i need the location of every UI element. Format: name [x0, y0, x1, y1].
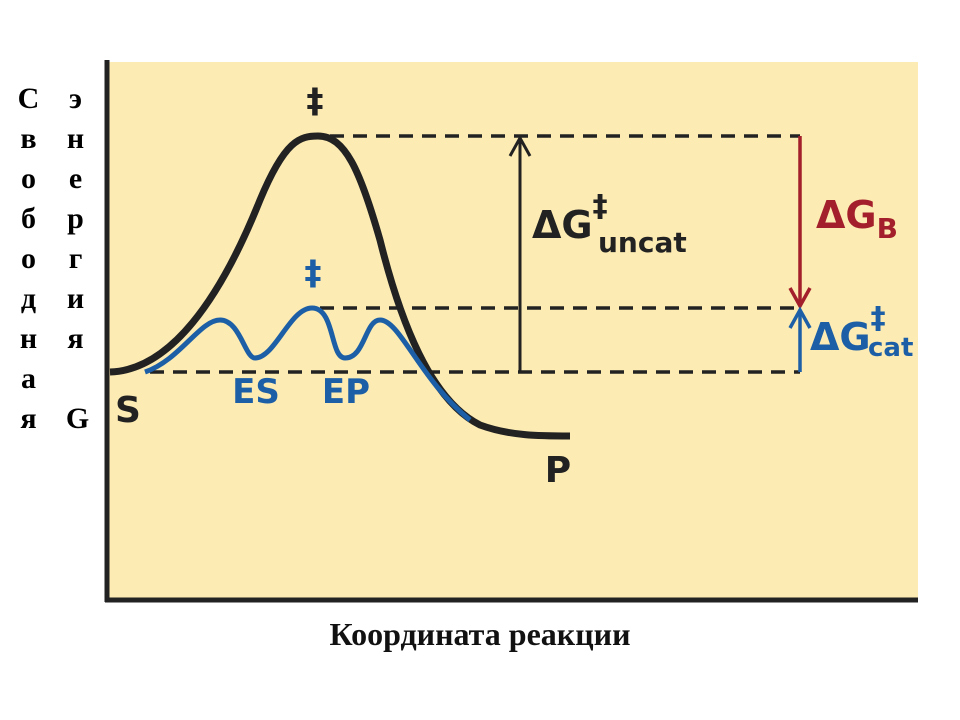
product-label: P [545, 450, 571, 491]
cat-peak-mark: ‡ [305, 253, 322, 293]
uncat-arrow [508, 134, 532, 372]
uncatalyzed-curve [109, 132, 571, 440]
dg-sub: B [877, 212, 898, 245]
catalyzed-curve [144, 305, 472, 422]
dg-sub: cat [868, 333, 913, 363]
substrate-label: S [115, 390, 141, 431]
x-axis-label: Координата реакции [329, 616, 630, 652]
b-arrow [788, 136, 812, 310]
arrow-head [788, 287, 812, 310]
dg-main: ΔG [816, 193, 877, 237]
dg-sub: uncat [598, 226, 687, 259]
y-label-column-1: Свободная [12, 82, 45, 442]
plot-background [108, 62, 918, 600]
dg-main: ΔG [532, 203, 593, 247]
dg-cat: ΔG‡ cat [810, 301, 913, 363]
arrow-head [788, 306, 812, 329]
y-label-column-2: энергия [59, 82, 92, 362]
arrow-head [508, 134, 532, 157]
y-label-symbol: G [61, 402, 94, 442]
dg-main: ΔG [810, 315, 871, 359]
dg-uncat: ΔG‡ uncat [532, 189, 687, 259]
es-label: ES [232, 372, 280, 412]
cat-arrow [788, 306, 812, 372]
dg-b: ΔGB [816, 193, 898, 245]
dg-sup: ‡ [593, 189, 608, 224]
dg-sup: ‡ [871, 301, 886, 336]
uncat-peak-mark: ‡ [307, 81, 324, 121]
ep-label: EP [322, 372, 370, 412]
